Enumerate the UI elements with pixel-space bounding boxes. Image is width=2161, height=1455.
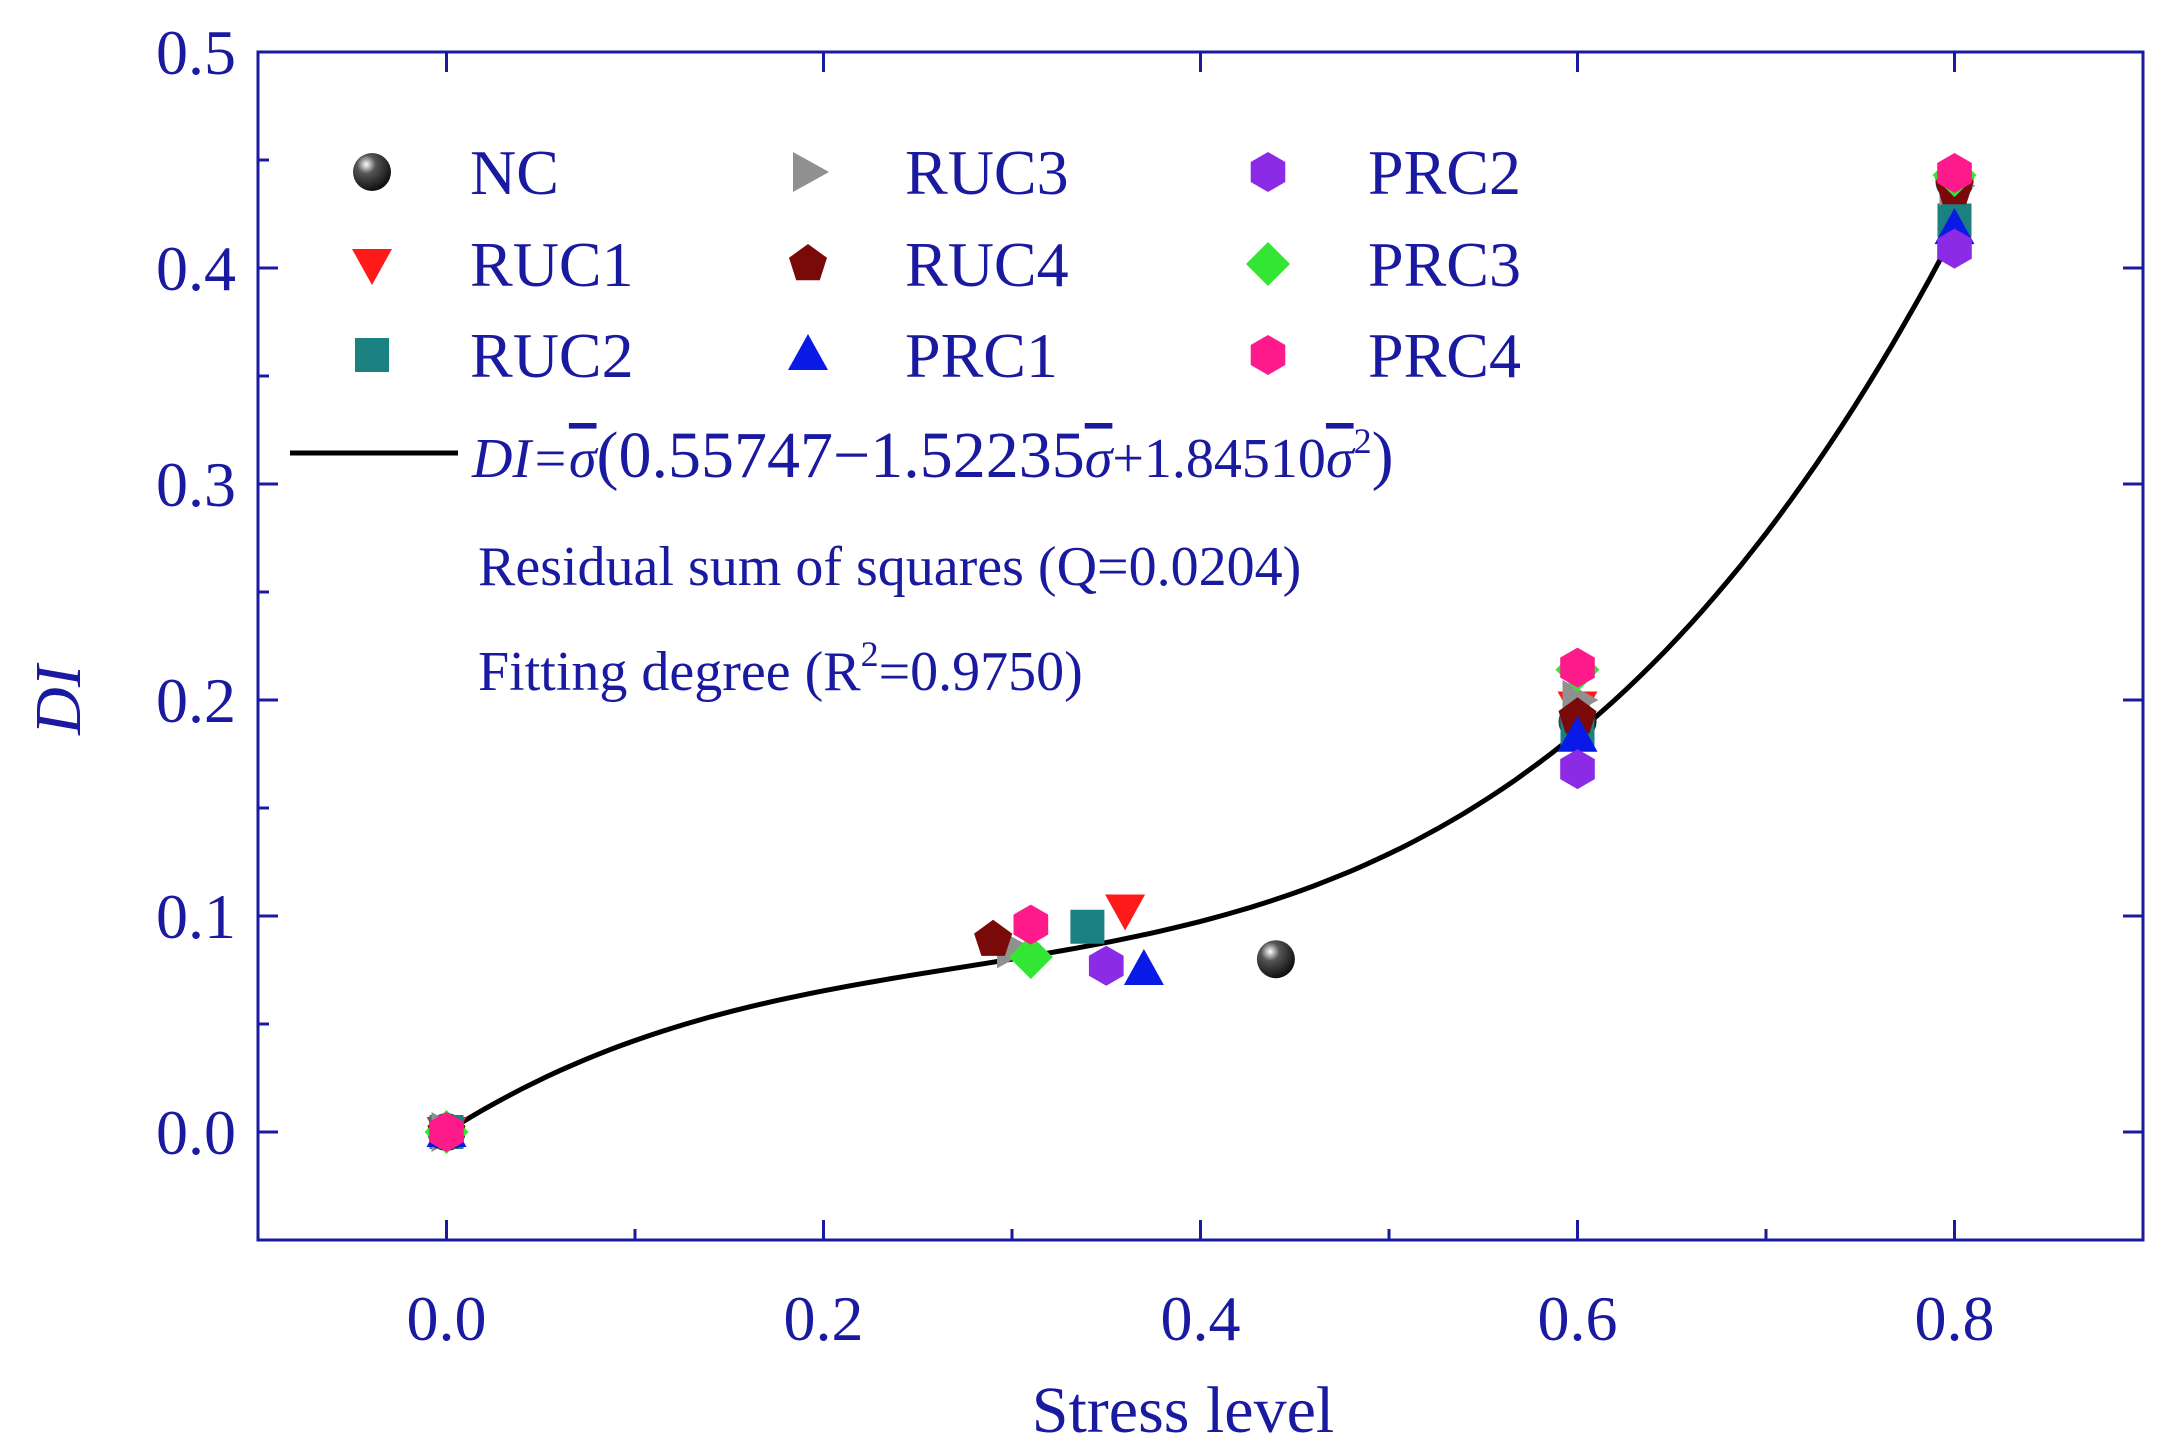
legend-marker-prc2 (1250, 152, 1286, 192)
legend-label-ruc4: RUC4 (905, 229, 1069, 300)
legend-label-ruc3: RUC3 (905, 137, 1069, 208)
y-tick-label: 0.2 (156, 665, 236, 736)
y-tick-labels: 0.0 0.1 0.2 0.3 0.4 0.5 (156, 17, 236, 1168)
legend-label-ruc1: RUC1 (470, 229, 634, 300)
legend: NC RUC1 RUC2 RUC3 RUC4 PRC1 PRC2 PRC3 PRC4 (352, 137, 1521, 391)
legend-marker-prc4 (1250, 335, 1286, 375)
data-point-prc3 (1008, 935, 1053, 979)
fit-equation: DI=σ(0.55747−1.52235σ+1.84510σ2) (471, 419, 1394, 492)
legend-marker-ruc2 (355, 338, 389, 372)
data-point-prc2 (1560, 749, 1595, 790)
y-tick-label: 0.3 (156, 449, 236, 520)
legend-marker-nc (353, 153, 391, 191)
legend-marker-ruc3 (793, 152, 829, 192)
y-tick-label: 0.5 (156, 17, 236, 88)
y-tick-label: 0.4 (156, 233, 236, 304)
legend-marker-prc1 (788, 334, 828, 370)
legend-marker-ruc1 (352, 249, 392, 285)
legend-label-prc2: PRC2 (1368, 137, 1521, 208)
x-tick-label: 0.0 (407, 1283, 487, 1354)
data-points (424, 153, 1977, 1154)
data-point-prc2 (1937, 228, 1972, 269)
legend-marker-prc3 (1246, 242, 1290, 286)
legend-marker-ruc4 (789, 244, 827, 281)
x-tick-labels: 0.0 0.2 0.4 0.6 0.8 (407, 1283, 1995, 1354)
y-tick-label: 0.1 (156, 881, 236, 952)
axis-ticks (258, 50, 2143, 1240)
x-tick-label: 0.8 (1915, 1283, 1995, 1354)
data-point-prc2 (1088, 945, 1124, 986)
data-point-nc (1256, 940, 1295, 979)
data-point-prc4 (429, 1112, 464, 1152)
data-point-ruc1 (1105, 894, 1146, 931)
legend-label-ruc2: RUC2 (470, 320, 634, 391)
rss-annotation: Residual sum of squares (Q=0.0204) (478, 536, 1301, 598)
legend-label-prc1: PRC1 (905, 320, 1058, 391)
legend-label-prc3: PRC3 (1368, 229, 1521, 300)
legend-label-nc: NC (470, 137, 559, 208)
data-point-ruc4 (1558, 697, 1597, 734)
data-point-ruc2 (1070, 909, 1105, 944)
data-point-prc4 (1937, 153, 1972, 193)
data-point-prc4 (1560, 647, 1595, 688)
x-tick-label: 0.4 (1161, 1283, 1241, 1354)
data-point-prc4 (1013, 904, 1049, 945)
legend-label-prc4: PRC4 (1368, 320, 1521, 391)
r2-annotation: Fitting degree (R2=0.9750) (478, 634, 1083, 703)
data-point-ruc4 (974, 919, 1013, 956)
x-axis-label: Stress level (1032, 1374, 1334, 1447)
fit-curve (445, 231, 1957, 1135)
x-tick-label: 0.6 (1538, 1283, 1618, 1354)
y-axis-label: DI (22, 662, 95, 736)
x-tick-label: 0.2 (784, 1283, 864, 1354)
data-point-prc1 (1557, 715, 1598, 752)
y-tick-label: 0.0 (156, 1097, 236, 1168)
data-point-prc1 (1123, 949, 1164, 985)
